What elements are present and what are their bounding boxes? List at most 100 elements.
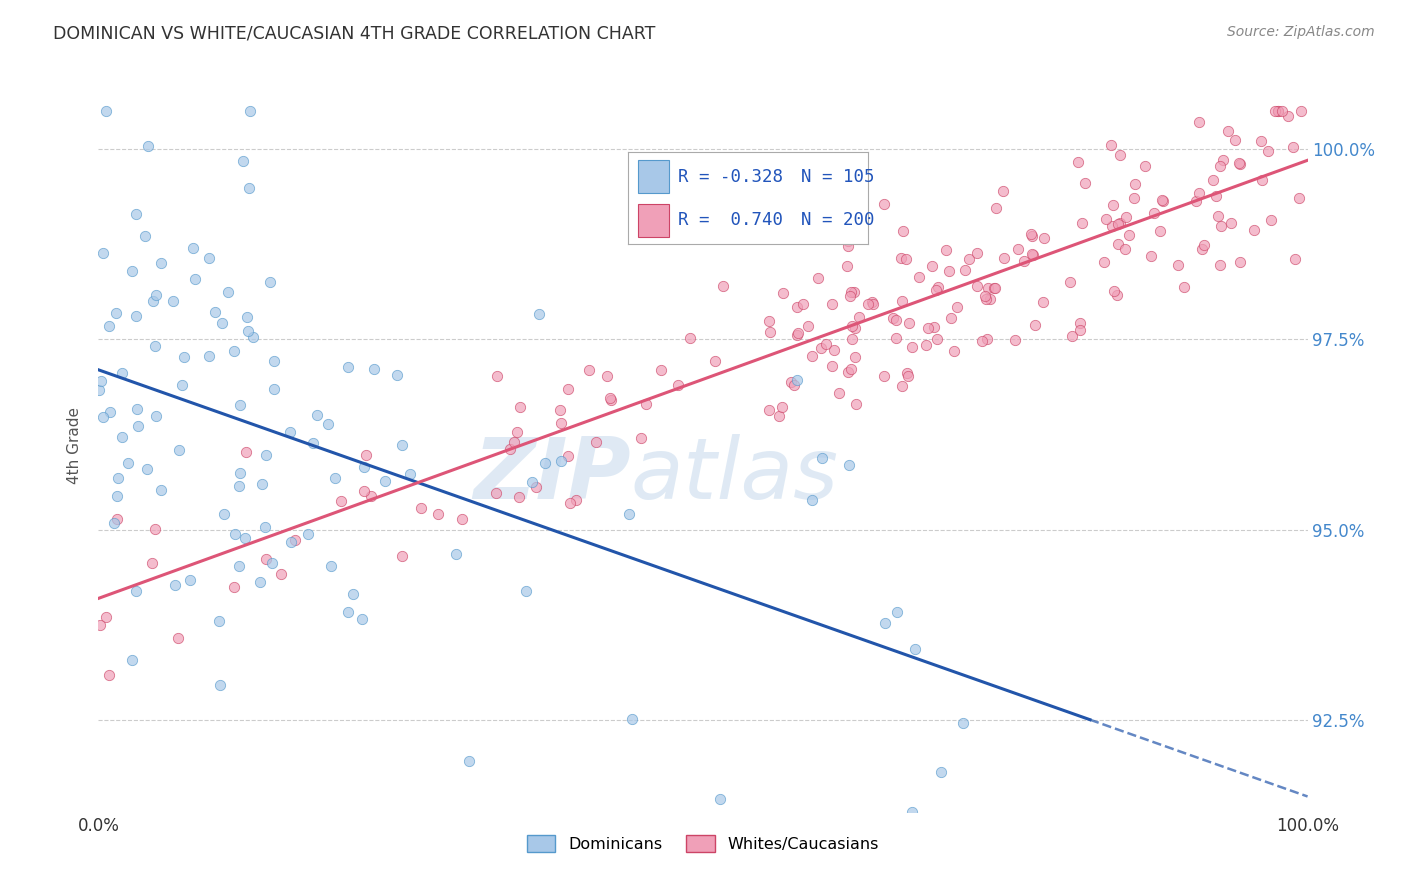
Point: [873, 369, 896, 384]
Point: [1284, 252, 1306, 266]
Point: [250, 477, 273, 491]
Point: [509, 400, 531, 414]
Point: [1219, 216, 1241, 230]
Point: [385, 368, 408, 383]
Point: [976, 333, 998, 347]
Point: [502, 434, 524, 449]
Point: [925, 283, 948, 297]
Point: [827, 385, 849, 400]
Point: [374, 474, 396, 488]
Point: [1184, 194, 1206, 208]
Point: [578, 363, 600, 377]
Point: [1209, 159, 1232, 173]
Point: [787, 326, 810, 340]
Point: [506, 425, 529, 439]
Point: [342, 587, 364, 601]
Point: [1149, 224, 1171, 238]
Point: [1115, 211, 1137, 225]
Point: [634, 397, 657, 411]
Point: [224, 527, 246, 541]
Point: [897, 368, 920, 383]
Point: [768, 409, 790, 424]
Text: Source: ZipAtlas.com: Source: ZipAtlas.com: [1227, 25, 1375, 39]
Point: [217, 285, 239, 299]
Point: [391, 549, 413, 563]
Point: [307, 408, 329, 422]
Bar: [637, 203, 669, 237]
Point: [212, 507, 235, 521]
Point: [984, 201, 1007, 215]
Point: [103, 516, 125, 531]
Point: [98, 318, 121, 333]
Point: [1206, 210, 1229, 224]
Point: [939, 310, 962, 325]
Point: [253, 520, 276, 534]
Point: [1277, 109, 1299, 123]
Point: [862, 297, 884, 311]
Point: [1229, 254, 1251, 268]
Point: [1101, 219, 1123, 233]
Point: [121, 264, 143, 278]
Point: [860, 294, 883, 309]
Point: [1099, 138, 1122, 153]
Point: [844, 350, 866, 364]
Point: [548, 403, 571, 417]
Point: [254, 448, 277, 462]
Point: [620, 712, 643, 726]
Point: [842, 285, 865, 300]
Point: [1123, 191, 1146, 205]
Point: [1209, 258, 1232, 272]
Point: [1257, 144, 1279, 158]
Point: [319, 559, 342, 574]
Point: [904, 642, 927, 657]
Point: [979, 292, 1001, 306]
Point: [1021, 246, 1043, 260]
Point: [229, 398, 252, 412]
Point: [550, 454, 572, 468]
Point: [254, 552, 277, 566]
Point: [337, 606, 360, 620]
Point: [1022, 248, 1045, 262]
Point: [1243, 223, 1265, 237]
Point: [844, 321, 866, 335]
Point: [280, 535, 302, 549]
Point: [534, 457, 557, 471]
Point: [163, 578, 186, 592]
Point: [1191, 243, 1213, 257]
Point: [1102, 198, 1125, 212]
Point: [783, 377, 806, 392]
Point: [89, 383, 111, 397]
Point: [135, 462, 157, 476]
Point: [801, 492, 824, 507]
Point: [1092, 254, 1115, 268]
Point: [169, 443, 191, 458]
Point: [839, 289, 862, 303]
Point: [302, 436, 325, 450]
Point: [938, 264, 960, 278]
Point: [127, 401, 149, 416]
Point: [409, 500, 432, 515]
Point: [236, 310, 259, 324]
Point: [1107, 237, 1129, 252]
Point: [929, 764, 952, 779]
Point: [1205, 189, 1227, 203]
Point: [1071, 216, 1094, 230]
Point: [117, 456, 139, 470]
Point: [98, 668, 121, 682]
Point: [91, 409, 114, 424]
Point: [228, 479, 250, 493]
Point: [1260, 213, 1282, 227]
Point: [444, 547, 467, 561]
Point: [970, 334, 993, 349]
Point: [249, 575, 271, 590]
Point: [811, 451, 834, 466]
Point: [1150, 193, 1173, 207]
Y-axis label: 4th Grade: 4th Grade: [67, 408, 83, 484]
Point: [807, 270, 830, 285]
Point: [815, 336, 838, 351]
Point: [856, 296, 879, 310]
Point: [650, 363, 672, 377]
Point: [111, 429, 134, 443]
Point: [1069, 323, 1091, 337]
Text: R = -0.328: R = -0.328: [678, 168, 783, 186]
